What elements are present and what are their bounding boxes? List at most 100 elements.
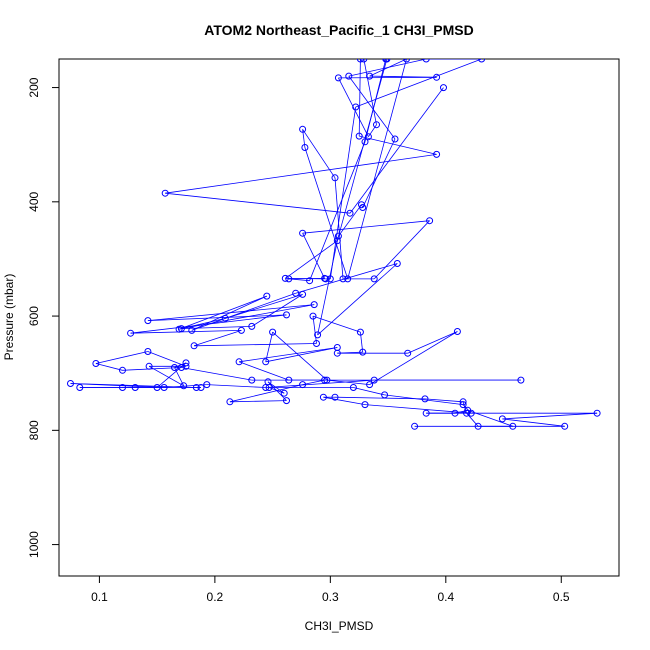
series-line-segment	[355, 59, 482, 108]
series-line-segment	[147, 314, 287, 321]
data-point	[334, 74, 342, 82]
series-line-segment	[181, 367, 252, 381]
series-line-segment	[326, 379, 370, 385]
y-tick-label: 400	[27, 191, 41, 211]
series-line-segment	[317, 236, 339, 335]
series-line-segment	[323, 396, 366, 405]
series-line-segment	[206, 384, 266, 388]
data-point	[331, 393, 339, 401]
data-point	[221, 314, 229, 322]
data-point	[360, 59, 368, 63]
y-tick-label: 1000	[27, 531, 41, 558]
series-line-segment	[130, 330, 242, 334]
series-line-segment	[288, 278, 325, 280]
series-line-segment	[368, 124, 377, 137]
series-line-segment	[353, 387, 385, 396]
series-line-segment	[338, 76, 437, 79]
series-line-segment	[229, 384, 303, 403]
data-point	[346, 209, 354, 217]
series-line-segment	[265, 379, 375, 388]
data-point	[313, 340, 320, 347]
data-point	[422, 409, 430, 417]
data-point	[76, 384, 84, 391]
data-point	[373, 121, 380, 129]
series-line-segment	[363, 59, 377, 125]
data-point	[421, 395, 429, 403]
x-tick-label: 0.1	[91, 590, 108, 604]
data-point	[309, 312, 317, 320]
series-line-segment	[348, 75, 396, 140]
series-line-segment	[95, 351, 148, 364]
data-point	[160, 384, 168, 391]
data-point	[188, 326, 196, 334]
data-point	[67, 380, 74, 387]
data-point	[321, 376, 329, 384]
data-point	[299, 229, 307, 237]
series-line-segment	[407, 331, 458, 354]
data-point	[433, 73, 441, 81]
data-point	[433, 150, 441, 158]
data-point	[331, 174, 339, 182]
data-point	[190, 342, 198, 350]
data-point	[306, 277, 314, 285]
series-line-segment	[358, 59, 361, 137]
y-axis-label: Pressure (mbar)	[2, 274, 16, 361]
data-point	[345, 72, 353, 80]
data-point	[127, 329, 135, 337]
data-point	[474, 422, 482, 430]
data-point	[131, 384, 139, 391]
data-point	[285, 376, 293, 384]
data-point	[391, 135, 399, 143]
series-line-segment	[364, 404, 472, 414]
data-point	[333, 349, 341, 357]
data-point	[440, 84, 447, 92]
data-point	[451, 409, 459, 417]
series-line-segment	[70, 383, 165, 388]
series-line-segment	[181, 326, 252, 329]
data-point	[299, 290, 307, 298]
data-point	[203, 381, 211, 389]
y-axis: 200 400 600 800 1000	[27, 77, 60, 558]
data-point	[393, 260, 401, 267]
data-point	[459, 398, 467, 406]
series-line-segment	[302, 379, 325, 385]
data-point	[144, 317, 152, 325]
series-line-segment	[334, 396, 426, 400]
data-point	[467, 409, 475, 417]
series-line-segment	[193, 330, 242, 347]
data-point	[269, 328, 277, 336]
data-point	[182, 359, 190, 367]
data-point	[361, 401, 369, 409]
data-point	[237, 326, 245, 334]
series-line-segment	[338, 77, 369, 137]
chart-title: ATOM2 Northeast_Pacific_1 CH3I_PMSD	[204, 22, 473, 38]
series-line-segment	[502, 418, 565, 427]
data-point	[319, 393, 327, 401]
series-line-segment	[194, 343, 317, 347]
x-tick-label: 0.2	[207, 590, 224, 604]
series-line-segment	[384, 394, 464, 405]
y-tick-label: 800	[27, 420, 41, 440]
data-point	[349, 384, 357, 391]
data-point	[356, 59, 364, 63]
data-point	[235, 358, 243, 366]
series-line-segment	[364, 59, 387, 142]
data-point	[366, 72, 374, 80]
series-line-segment	[238, 361, 289, 381]
series-line-segment	[165, 154, 437, 194]
data-point	[263, 292, 271, 300]
series-line-segment	[338, 204, 362, 237]
series-line-segment	[467, 409, 513, 427]
data-point	[370, 275, 378, 283]
data-point	[145, 362, 153, 370]
series-line-segment	[502, 412, 598, 420]
series-line-segment	[239, 347, 338, 363]
data-point	[381, 391, 389, 399]
data-point	[422, 59, 430, 63]
series-line-segment	[347, 59, 407, 280]
data-point	[171, 364, 178, 371]
data-point	[361, 138, 369, 146]
series-line-segment	[359, 135, 437, 155]
data-point	[403, 59, 410, 63]
